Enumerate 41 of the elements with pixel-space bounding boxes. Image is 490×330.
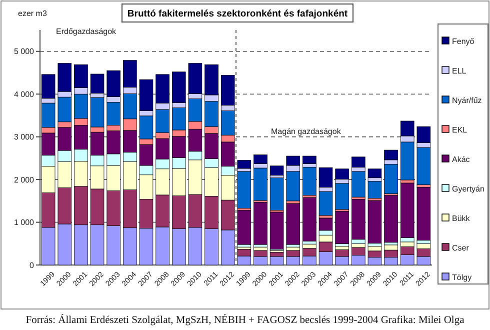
bar <box>352 199 366 240</box>
bar <box>270 256 284 266</box>
bar <box>368 200 382 244</box>
bar <box>270 166 284 176</box>
y-tick-label: 1 000 <box>14 218 35 228</box>
bar <box>368 181 382 199</box>
legend-label: Gyertyán <box>452 184 484 194</box>
annotation: Erdőgazdaságok <box>56 27 118 36</box>
y-tick-label: 2 000 <box>14 175 35 184</box>
bar <box>237 160 252 169</box>
legend-label: Tölgy <box>452 272 472 282</box>
y-tick-label: 3 000 <box>14 132 35 142</box>
bar <box>237 171 252 208</box>
bar <box>368 168 382 178</box>
bar <box>237 210 252 245</box>
y-tick-label: 4 000 <box>14 90 35 99</box>
bar <box>286 203 300 245</box>
bar <box>335 168 349 180</box>
text: Forrás: Állami Erdészeti Szolgálat, MgSzH, NÉBIH + FAGOSZ becslés 1999-2004 Grafika: Milei Olga <box>26 313 465 326</box>
y-tick-label: 5 000 <box>14 47 35 56</box>
bar <box>318 191 333 216</box>
bar <box>270 178 284 211</box>
legend-label: Cser <box>452 243 470 252</box>
bar <box>302 166 316 196</box>
legend-label: Fenyő <box>452 36 475 46</box>
bar <box>302 197 316 242</box>
legend-label: Nyár/fűz <box>452 96 482 105</box>
bar <box>384 150 398 160</box>
legend-label: Bükk <box>452 214 471 223</box>
y-axis-title: ezer m3 <box>18 9 48 18</box>
annotation: Magán gazdaságok <box>271 126 342 136</box>
legend-label: ELL <box>452 66 467 76</box>
bar <box>270 212 284 250</box>
y-tick-label: 0 <box>30 260 35 270</box>
bar <box>416 187 431 240</box>
bar <box>352 171 366 198</box>
legend-label: Akác <box>452 154 470 164</box>
bar <box>416 147 431 185</box>
legend-label: EKL <box>452 125 468 134</box>
bar <box>302 156 316 164</box>
chart-title: Bruttó fakitermelés szektoronként és fafajonként <box>127 8 348 20</box>
